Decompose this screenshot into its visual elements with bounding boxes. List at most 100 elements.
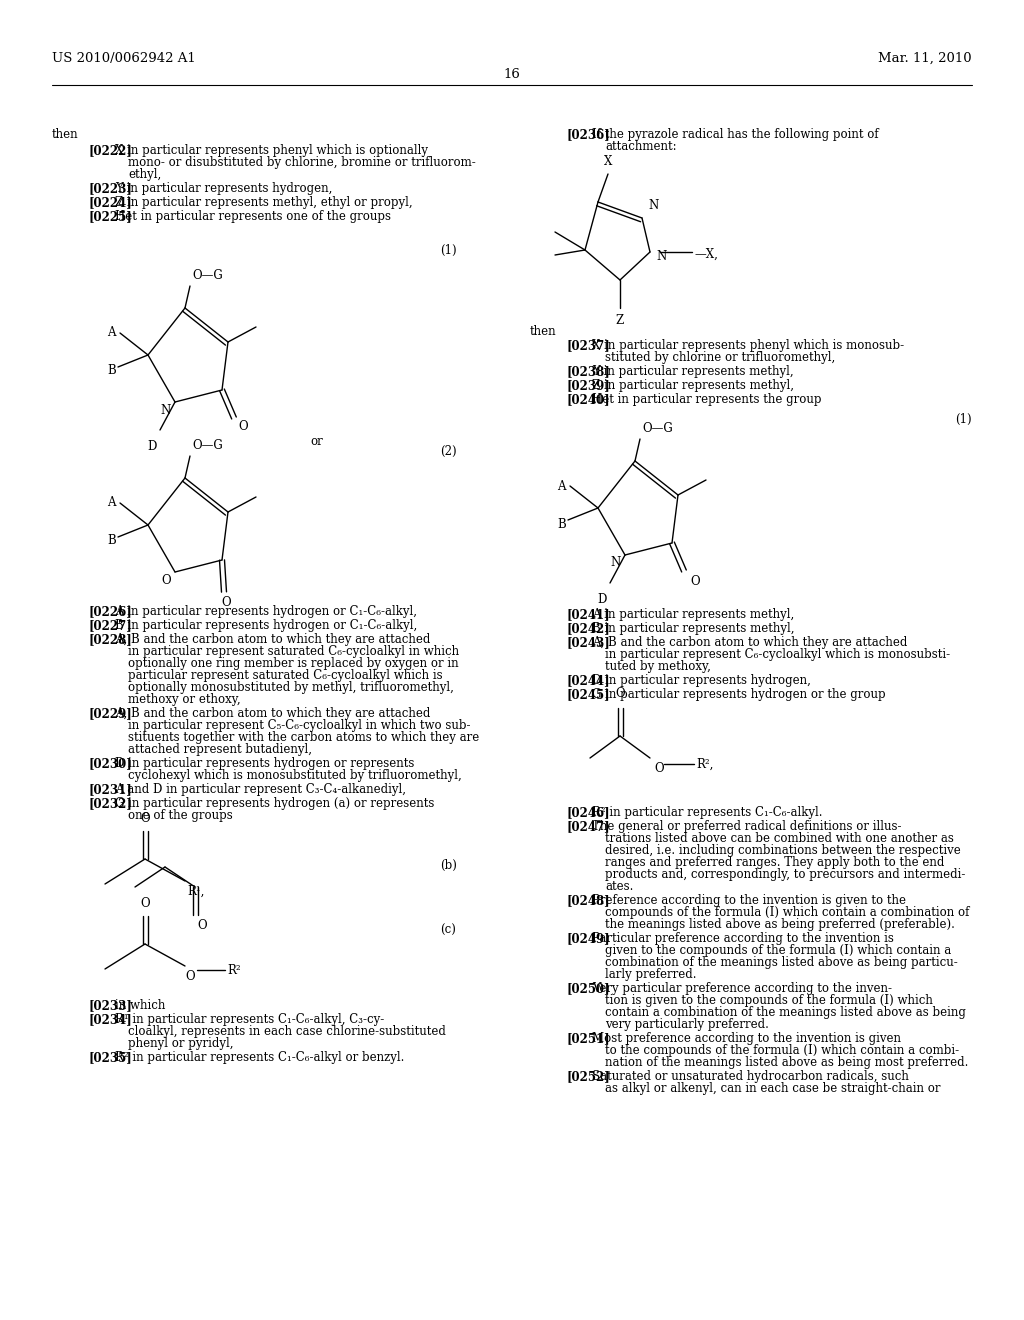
Text: ates.: ates. xyxy=(605,880,634,894)
Text: X in particular represents phenyl which is optionally: X in particular represents phenyl which … xyxy=(115,144,428,157)
Text: O: O xyxy=(140,898,150,909)
Text: Y in particular represents methyl,: Y in particular represents methyl, xyxy=(592,366,794,378)
Text: (b): (b) xyxy=(440,859,457,873)
Text: Very particular preference according to the inven-: Very particular preference according to … xyxy=(592,982,892,995)
Text: then: then xyxy=(52,128,79,141)
Text: [0252]: [0252] xyxy=(566,1071,609,1082)
Text: cloalkyl, represents in each case chlorine-substituted: cloalkyl, represents in each case chlori… xyxy=(128,1026,445,1038)
Text: then: then xyxy=(530,325,557,338)
Text: tuted by methoxy,: tuted by methoxy, xyxy=(605,660,711,673)
Text: particular represent saturated C₆-cycloalkyl which is: particular represent saturated C₆-cycloa… xyxy=(128,669,442,682)
Text: [0242]: [0242] xyxy=(566,622,609,635)
Text: [0234]: [0234] xyxy=(88,1012,132,1026)
Text: Het in particular represents the group: Het in particular represents the group xyxy=(592,393,821,407)
Text: ranges and preferred ranges. They apply both to the end: ranges and preferred ranges. They apply … xyxy=(605,855,944,869)
Text: Y in particular represents hydrogen,: Y in particular represents hydrogen, xyxy=(115,182,333,195)
Text: D in particular represents hydrogen,: D in particular represents hydrogen, xyxy=(592,675,811,686)
Text: products and, correspondingly, to precursors and intermedi-: products and, correspondingly, to precur… xyxy=(605,869,966,880)
Text: tion is given to the compounds of the formula (I) which: tion is given to the compounds of the fo… xyxy=(605,994,933,1007)
Text: N: N xyxy=(648,199,658,213)
Text: G in particular represents hydrogen (a) or represents: G in particular represents hydrogen (a) … xyxy=(115,797,434,810)
Text: [0248]: [0248] xyxy=(566,894,609,907)
Text: Particular preference according to the invention is: Particular preference according to the i… xyxy=(592,932,894,945)
Text: A, B and the carbon atom to which they are attached: A, B and the carbon atom to which they a… xyxy=(592,636,907,649)
Text: O: O xyxy=(690,576,699,587)
Text: attachment:: attachment: xyxy=(605,140,677,153)
Text: (2): (2) xyxy=(440,445,457,458)
Text: X in particular represents phenyl which is monosub-: X in particular represents phenyl which … xyxy=(592,339,904,352)
Text: [0230]: [0230] xyxy=(88,756,132,770)
Text: combination of the meanings listed above as being particu-: combination of the meanings listed above… xyxy=(605,956,957,969)
Text: Saturated or unsaturated hydrocarbon radicals, such: Saturated or unsaturated hydrocarbon rad… xyxy=(592,1071,909,1082)
Text: The general or preferred radical definitions or illus-: The general or preferred radical definit… xyxy=(592,820,901,833)
Text: very particularly preferred.: very particularly preferred. xyxy=(605,1018,769,1031)
Text: cyclohexyl which is monosubstituted by trifluoromethyl,: cyclohexyl which is monosubstituted by t… xyxy=(128,770,462,781)
Text: Most preference according to the invention is given: Most preference according to the inventi… xyxy=(592,1032,901,1045)
Text: Het in particular represents one of the groups: Het in particular represents one of the … xyxy=(115,210,391,223)
Text: O: O xyxy=(140,812,150,825)
Text: B in particular represents hydrogen or C₁-C₆-alkyl,: B in particular represents hydrogen or C… xyxy=(115,619,417,632)
Text: nation of the meanings listed above as being most preferred.: nation of the meanings listed above as b… xyxy=(605,1056,969,1069)
Text: O—G: O—G xyxy=(193,269,223,282)
Text: (1): (1) xyxy=(955,413,972,426)
Text: [0249]: [0249] xyxy=(566,932,609,945)
Text: [0224]: [0224] xyxy=(88,195,132,209)
Text: —X,: —X, xyxy=(694,248,718,260)
Text: in which: in which xyxy=(115,999,165,1012)
Text: optionally one ring member is replaced by oxygen or in: optionally one ring member is replaced b… xyxy=(128,657,459,671)
Text: A, B and the carbon atom to which they are attached: A, B and the carbon atom to which they a… xyxy=(115,708,430,719)
Text: [0231]: [0231] xyxy=(88,783,132,796)
Text: [0228]: [0228] xyxy=(88,634,132,645)
Text: in particular represent C₆-cycloalkyl which is monosubsti-: in particular represent C₆-cycloalkyl wh… xyxy=(605,648,950,661)
Text: the meanings listed above as being preferred (preferable).: the meanings listed above as being prefe… xyxy=(605,917,954,931)
Text: one of the groups: one of the groups xyxy=(128,809,232,822)
Text: O—G: O—G xyxy=(193,440,223,451)
Text: [0250]: [0250] xyxy=(566,982,609,995)
Text: [0229]: [0229] xyxy=(88,708,132,719)
Text: Z in particular represents methyl,: Z in particular represents methyl, xyxy=(592,379,794,392)
Text: D: D xyxy=(147,440,157,453)
Text: A in particular represents methyl,: A in particular represents methyl, xyxy=(592,609,795,620)
Text: Z in particular represents methyl, ethyl or propyl,: Z in particular represents methyl, ethyl… xyxy=(115,195,413,209)
Text: N: N xyxy=(656,249,667,263)
Text: larly preferred.: larly preferred. xyxy=(605,968,696,981)
Text: in particular represent C₅-C₆-cycloalkyl in which two sub-: in particular represent C₅-C₆-cycloalkyl… xyxy=(128,719,470,733)
Text: O: O xyxy=(197,919,207,932)
Text: stituted by chlorine or trifluoromethyl,: stituted by chlorine or trifluoromethyl, xyxy=(605,351,836,364)
Text: If the pyrazole radical has the following point of: If the pyrazole radical has the followin… xyxy=(592,128,879,141)
Text: as alkyl or alkenyl, can in each case be straight-chain or: as alkyl or alkenyl, can in each case be… xyxy=(605,1082,940,1096)
Text: N: N xyxy=(610,557,621,569)
Text: B in particular represents methyl,: B in particular represents methyl, xyxy=(592,622,795,635)
Text: [0247]: [0247] xyxy=(566,820,609,833)
Text: D in particular represents hydrogen or represents: D in particular represents hydrogen or r… xyxy=(115,756,415,770)
Text: R¹ in particular represents C₁-C₆-alkyl, C₃-cy-: R¹ in particular represents C₁-C₆-alkyl,… xyxy=(115,1012,384,1026)
Text: [0233]: [0233] xyxy=(88,999,132,1012)
Text: [0245]: [0245] xyxy=(566,688,609,701)
Text: [0232]: [0232] xyxy=(88,797,132,810)
Text: O: O xyxy=(654,762,664,775)
Text: A: A xyxy=(557,479,566,492)
Text: [0240]: [0240] xyxy=(566,393,609,407)
Text: (1): (1) xyxy=(440,244,457,257)
Text: attached represent butadienyl,: attached represent butadienyl, xyxy=(128,743,312,756)
Text: [0235]: [0235] xyxy=(88,1051,132,1064)
Text: [0236]: [0236] xyxy=(566,128,609,141)
Text: [0222]: [0222] xyxy=(88,144,132,157)
Text: [0251]: [0251] xyxy=(566,1032,609,1045)
Text: contain a combination of the meanings listed above as being: contain a combination of the meanings li… xyxy=(605,1006,966,1019)
Text: A in particular represents hydrogen or C₁-C₆-alkyl,: A in particular represents hydrogen or C… xyxy=(115,605,417,618)
Text: in particular represent saturated C₆-cycloalkyl in which: in particular represent saturated C₆-cyc… xyxy=(128,645,459,657)
Text: A: A xyxy=(108,326,116,339)
Text: D: D xyxy=(598,593,607,606)
Text: A, B and the carbon atom to which they are attached: A, B and the carbon atom to which they a… xyxy=(115,634,430,645)
Text: O: O xyxy=(221,597,230,609)
Text: desired, i.e. including combinations between the respective: desired, i.e. including combinations bet… xyxy=(605,843,961,857)
Text: [0244]: [0244] xyxy=(566,675,609,686)
Text: compounds of the formula (I) which contain a combination of: compounds of the formula (I) which conta… xyxy=(605,906,970,919)
Text: [0223]: [0223] xyxy=(88,182,132,195)
Text: B: B xyxy=(108,535,116,548)
Text: O: O xyxy=(185,970,195,983)
Text: N: N xyxy=(161,404,171,417)
Text: US 2010/0062942 A1: US 2010/0062942 A1 xyxy=(52,51,196,65)
Text: R¹,: R¹, xyxy=(187,884,205,898)
